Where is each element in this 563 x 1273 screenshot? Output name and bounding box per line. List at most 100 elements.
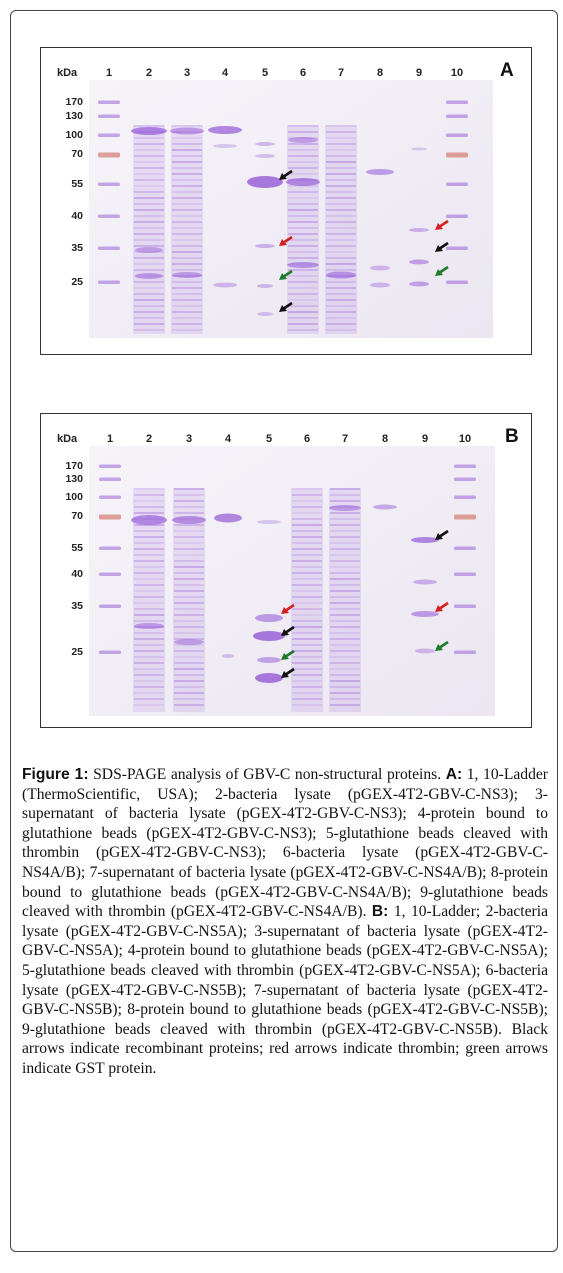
mw-marker-170: 170: [65, 460, 83, 472]
lane-number-1: 1: [106, 433, 114, 445]
lysate-band: [326, 173, 356, 175]
lysate-band: [174, 530, 204, 532]
ladder-band: [98, 152, 120, 158]
ladder-band: [454, 514, 476, 520]
ladder-band: [99, 514, 121, 520]
lysate-band: [292, 698, 322, 700]
lysate-band: [292, 530, 322, 532]
mw-marker-55: 55: [71, 542, 83, 554]
lysate-band: [288, 149, 318, 151]
lysate-band: [326, 233, 356, 235]
lane-number-10: 10: [458, 433, 472, 445]
lysate-band: [134, 506, 164, 508]
lane-number-5: 5: [261, 67, 269, 79]
lysate-band: [134, 614, 164, 616]
arrow-thrombin-icon: [435, 605, 443, 612]
lysate-band: [330, 662, 360, 664]
lysate-band: [172, 125, 202, 127]
lysate-band: [134, 191, 164, 193]
protein-band: [366, 169, 394, 175]
lysate-band: [134, 572, 164, 574]
lysate-band: [134, 299, 164, 301]
lysate-band: [134, 692, 164, 694]
arrow-GST-protein-icon: [435, 269, 443, 276]
lysate-band: [288, 203, 318, 205]
lysate-band: [172, 299, 202, 301]
lysate-band: [134, 245, 164, 247]
lysate-band: [174, 566, 204, 568]
lysate-band: [326, 125, 356, 127]
lysate-band: [292, 638, 322, 640]
lysate-band: [134, 512, 164, 514]
ladder-band: [454, 495, 476, 499]
lysate-band: [292, 494, 322, 496]
mw-marker-35: 35: [71, 600, 83, 612]
ladder-band: [98, 133, 120, 137]
gel-panel-b: kDa B 1 2 3 4 5 6 7 8 9 10 170 130 100 70 55 40 35 25: [40, 413, 532, 728]
lysate-band: [326, 185, 356, 187]
lysate-band: [134, 221, 164, 223]
lysate-band: [172, 209, 202, 211]
lysate-band: [292, 662, 322, 664]
lysate-band: [330, 524, 360, 526]
lysate-band: [174, 656, 204, 658]
panel-letter-b: B: [505, 426, 519, 447]
gel-svg-a: [89, 80, 493, 338]
lysate-band: [172, 137, 202, 139]
lysate-band: [172, 227, 202, 229]
lysate-band: [330, 590, 360, 592]
lysate-band: [172, 215, 202, 217]
ladder-band: [446, 152, 468, 158]
protein-band: [287, 262, 319, 268]
lysate-band: [330, 632, 360, 634]
protein-band: [257, 520, 281, 524]
lysate-band: [326, 311, 356, 313]
lysate-band: [174, 662, 204, 664]
lysate-band: [172, 269, 202, 271]
lysate-band: [326, 299, 356, 301]
lysate-band: [330, 656, 360, 658]
arrow-GST-protein-icon: [281, 653, 289, 660]
lysate-band: [172, 155, 202, 157]
lysate-band: [292, 674, 322, 676]
lysate-band: [288, 323, 318, 325]
lysate-band: [174, 494, 204, 496]
lysate-band: [134, 203, 164, 205]
lysate-band: [174, 698, 204, 700]
lysate-band: [292, 566, 322, 568]
protein-band: [411, 611, 439, 617]
lysate-band: [174, 584, 204, 586]
lysate-band: [134, 560, 164, 562]
lysate-band: [134, 668, 164, 670]
lysate-band: [134, 317, 164, 319]
lysate-band: [326, 149, 356, 151]
protein-band: [213, 282, 237, 288]
protein-band: [255, 614, 283, 622]
ladder-band: [446, 214, 468, 218]
lysate-band: [174, 632, 204, 634]
lysate-band: [174, 548, 204, 550]
lane-number-2: 2: [145, 67, 153, 79]
lysate-band: [134, 554, 164, 556]
ladder-band: [99, 477, 121, 481]
lysate-band: [172, 197, 202, 199]
protein-band: [134, 623, 164, 629]
lane-number-3: 3: [185, 433, 193, 445]
lysate-band: [134, 167, 164, 169]
lysate-band: [172, 287, 202, 289]
lysate-band: [326, 293, 356, 295]
lysate-band: [134, 155, 164, 157]
lane-number-6: 6: [299, 67, 307, 79]
lysate-band: [174, 512, 204, 514]
lysate-band: [134, 125, 164, 127]
lysate-band: [174, 572, 204, 574]
lysate-band: [134, 215, 164, 217]
lysate-band: [330, 608, 360, 610]
lysate-band: [288, 287, 318, 289]
protein-band: [373, 504, 397, 510]
lysate-band: [330, 542, 360, 544]
arrow-recombinant-protein-icon: [281, 629, 289, 636]
lysate-band: [172, 233, 202, 235]
lysate-band: [292, 500, 322, 502]
mw-marker-100: 100: [65, 129, 83, 141]
